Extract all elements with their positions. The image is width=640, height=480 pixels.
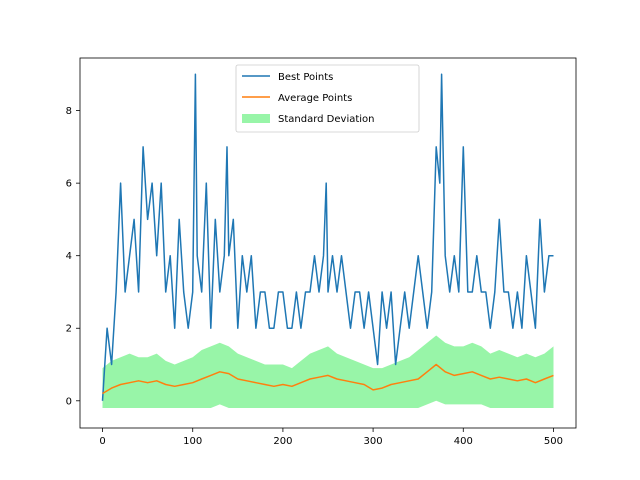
axes-frame bbox=[79, 57, 577, 429]
y-tick-label: 8 bbox=[66, 106, 72, 117]
x-tick-label: 200 bbox=[273, 436, 292, 447]
y-tick-label: 0 bbox=[66, 396, 72, 407]
y-tick-label: 4 bbox=[66, 251, 72, 262]
series-lines-layer bbox=[101, 73, 554, 401]
legend-label-standard-deviation: Standard Deviation bbox=[278, 114, 375, 125]
average-points-line bbox=[102, 363, 554, 395]
legend-label-average-points: Average Points bbox=[278, 93, 352, 104]
legend-swatch-standard-deviation bbox=[242, 114, 270, 123]
y-tick-label: 6 bbox=[66, 179, 72, 190]
std-band bbox=[102, 335, 554, 408]
x-tick-label: 500 bbox=[544, 436, 563, 447]
x-tick-label: 400 bbox=[454, 436, 473, 447]
legend-box bbox=[235, 64, 420, 133]
x-tick-label: 0 bbox=[99, 436, 105, 447]
x-tick-label: 100 bbox=[183, 436, 202, 447]
legend-label-best-points: Best Points bbox=[278, 72, 333, 83]
axis-ticks-layer: 0 100 200 300 400 500 0 2 4 6 8 bbox=[66, 106, 563, 447]
x-tick-label: 300 bbox=[364, 436, 383, 447]
y-tick-label: 2 bbox=[66, 324, 72, 335]
legend: Best Points Average Points Standard Deviat… bbox=[235, 64, 420, 133]
best-points-line bbox=[101, 73, 554, 401]
std-band-layer bbox=[102, 335, 554, 408]
